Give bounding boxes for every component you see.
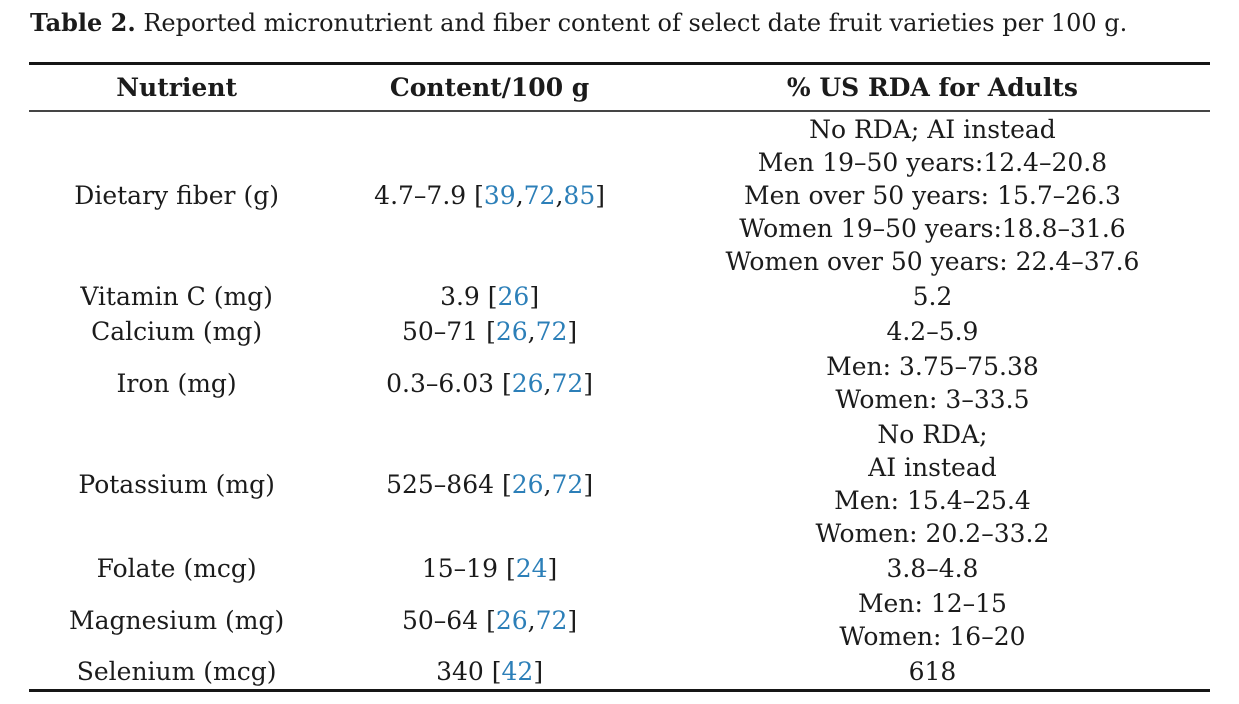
table-body: Dietary fiber (g) 4.7–7.9 [39,72,85] No RD… bbox=[29, 111, 1210, 691]
citation-link[interactable]: 26 bbox=[495, 317, 528, 346]
rda-line: Men: 3.75–75.38 bbox=[826, 352, 1039, 381]
citation-link[interactable]: 72 bbox=[535, 605, 568, 635]
rda-cell: Men: 12–15 Women: 16–20 bbox=[655, 586, 1210, 654]
rda-line: No RDA; bbox=[877, 420, 988, 449]
content-value: 340 [42] bbox=[436, 657, 544, 686]
nutrient-name: Vitamin C (mg) bbox=[80, 282, 273, 311]
rda-cell: No RDA; AI instead Men: 15.4–25.4 Women: 20… bbox=[655, 417, 1210, 551]
citation-link[interactable]: 85 bbox=[563, 181, 596, 210]
citation-link[interactable]: 72 bbox=[523, 181, 556, 210]
citation-link[interactable]: 26 bbox=[497, 282, 530, 311]
nutrient-name: Selenium (mcg) bbox=[76, 657, 277, 686]
rda-line: 3.8–4.8 bbox=[886, 554, 979, 583]
rda-line: 618 bbox=[908, 657, 957, 686]
rda-line: Men over 50 years: 15.7–26.3 bbox=[744, 181, 1121, 210]
content-value: 4.7–7.9 [39,72,85] bbox=[374, 181, 605, 210]
rda-line: Women: 3–33.5 bbox=[835, 385, 1030, 414]
rda-line: 5.2 bbox=[912, 282, 953, 311]
rda-cell: No RDA; AI instead Men 19–50 years:12.4–2… bbox=[655, 111, 1210, 279]
table-caption: Table 2. Reported micronutrient and fibe… bbox=[30, 6, 1210, 40]
table-caption-text: Reported micronutrient and fiber content… bbox=[135, 9, 1128, 37]
content-value: 50–71 [26,72] bbox=[402, 317, 578, 346]
table-row: Dietary fiber (g) 4.7–7.9 [39,72,85] No RD… bbox=[29, 111, 1210, 279]
header-row: Nutrient Content/100 g % US RDA for Adul… bbox=[29, 63, 1210, 112]
table-row: Potassium (mg) 525–864 [26,72] No RDA; AI i… bbox=[29, 417, 1210, 551]
table-row: Selenium (mcg) 340 [42] 618 bbox=[29, 654, 1210, 691]
rda-line: No RDA; AI instead bbox=[809, 115, 1056, 144]
rda-cell: 618 bbox=[655, 654, 1210, 691]
column-header-content: Content/100 g bbox=[324, 63, 655, 112]
rda-line: Men 19–50 years:12.4–20.8 bbox=[757, 148, 1108, 177]
citation-link[interactable]: 24 bbox=[515, 554, 548, 583]
rda-cell: 3.8–4.8 bbox=[655, 551, 1210, 586]
rda-line: Men: 12–15 bbox=[857, 589, 1007, 618]
content-value: 50–64 [26,72] bbox=[402, 605, 578, 635]
nutrient-name: Dietary fiber (g) bbox=[74, 181, 279, 210]
table-row: Calcium (mg) 50–71 [26,72] 4.2–5.9 bbox=[29, 314, 1210, 349]
content-value: 0.3–6.03 [26,72] bbox=[386, 368, 594, 398]
citation-link[interactable]: 42 bbox=[501, 657, 534, 686]
rda-line: Women 19–50 years:18.8–31.6 bbox=[739, 214, 1126, 243]
table-header: Nutrient Content/100 g % US RDA for Adul… bbox=[29, 63, 1210, 112]
nutrient-name: Folate (mcg) bbox=[96, 554, 257, 583]
rda-line: AI instead bbox=[868, 453, 997, 482]
column-header-rda: % US RDA for Adults bbox=[654, 63, 1210, 112]
content-value: 525–864 [26,72] bbox=[386, 469, 594, 499]
rda-cell: Men: 3.75–75.38 Women: 3–33.5 bbox=[655, 349, 1210, 417]
content-value: 15–19 [24] bbox=[421, 554, 558, 583]
nutrient-name: Potassium (mg) bbox=[78, 469, 275, 499]
table-row: Iron (mg) 0.3–6.03 [26,72] Men: 3.75–75.38… bbox=[29, 349, 1210, 417]
nutrient-table: Nutrient Content/100 g % US RDA for Adul… bbox=[29, 62, 1210, 692]
rda-line: Women: 20.2–33.2 bbox=[815, 519, 1050, 548]
citation-link[interactable]: 72 bbox=[551, 368, 584, 398]
table-row: Vitamin C (mg) 3.9 [26] 5.2 bbox=[29, 279, 1210, 314]
citation-link[interactable]: 39 bbox=[483, 181, 516, 210]
nutrient-name: Iron (mg) bbox=[116, 368, 237, 398]
citation-link[interactable]: 72 bbox=[551, 469, 584, 499]
rda-cell: 5.2 bbox=[655, 279, 1210, 314]
table-row: Folate (mcg) 15–19 [24] 3.8–4.8 bbox=[29, 551, 1210, 586]
nutrient-name: Magnesium (mg) bbox=[69, 605, 285, 635]
column-header-nutrient: Nutrient bbox=[29, 63, 325, 112]
rda-line: Men: 15.4–25.4 bbox=[834, 486, 1031, 515]
citation-link[interactable]: 72 bbox=[535, 317, 568, 346]
citation-link[interactable]: 26 bbox=[511, 469, 544, 499]
content-value: 3.9 [26] bbox=[440, 282, 540, 311]
nutrient-name: Calcium (mg) bbox=[91, 317, 263, 346]
rda-cell: 4.2–5.9 bbox=[655, 314, 1210, 349]
table-row: Magnesium (mg) 50–64 [26,72] Men: 12–15 Wom… bbox=[29, 586, 1210, 654]
rda-line: Women: 16–20 bbox=[839, 622, 1026, 651]
rda-line: 4.2–5.9 bbox=[886, 317, 979, 346]
citation-link[interactable]: 26 bbox=[495, 605, 528, 635]
table-caption-label: Table 2. bbox=[30, 8, 136, 37]
rda-line: Women over 50 years: 22.4–37.6 bbox=[725, 247, 1140, 276]
citation-link[interactable]: 26 bbox=[511, 368, 544, 398]
